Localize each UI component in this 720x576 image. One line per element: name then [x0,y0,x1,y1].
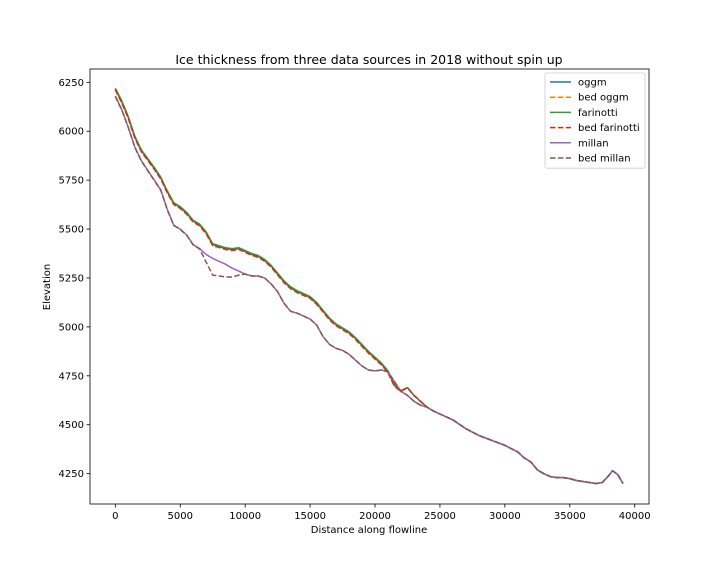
x-axis-label: Distance along flowline [311,525,427,536]
x-tick-label: 30000 [489,511,521,522]
y-tick-label: 4500 [59,420,84,431]
legend: oggm bed oggm farinotti bed farinotti millan… [544,72,646,169]
y-tick-label: 5750 [59,176,84,187]
legend-label: farinotti [578,108,618,119]
x-tick-label: 35000 [554,511,586,522]
y-tick-label: 4750 [59,371,84,382]
legend-label: bed oggm [578,93,629,104]
y-axis-ticks: 4250 4500 4750 5000 5250 5500 5750 6000 6250 [59,78,90,480]
y-tick-label: 5250 [59,273,84,284]
legend-label: bed millan [578,154,631,165]
legend-label: oggm [578,78,607,89]
x-tick-label: 0 [112,511,118,522]
x-axis-ticks: 0 5000 10000 15000 20000 25000 30000 35000 40000 [112,504,651,522]
x-tick-label: 5000 [168,511,193,522]
legend-label: millan [578,138,609,149]
y-tick-label: 6000 [59,127,84,138]
x-tick-label: 10000 [229,511,261,522]
x-tick-label: 25000 [424,511,456,522]
y-tick-label: 5500 [59,225,84,236]
y-axis-label: Elevation [42,264,53,310]
chart-title: Ice thickness from three data sources in… [175,52,562,67]
x-tick-label: 15000 [294,511,326,522]
y-tick-label: 5000 [59,322,84,333]
y-tick-label: 4250 [59,469,84,480]
axes-frame [89,68,650,505]
series-line-5 [114,96,624,485]
x-tick-label: 40000 [619,511,651,522]
legend-label: bed farinotti [578,123,640,134]
x-tick-label: 20000 [359,511,391,522]
plot-area [114,87,624,485]
y-tick-label: 6250 [59,78,84,89]
